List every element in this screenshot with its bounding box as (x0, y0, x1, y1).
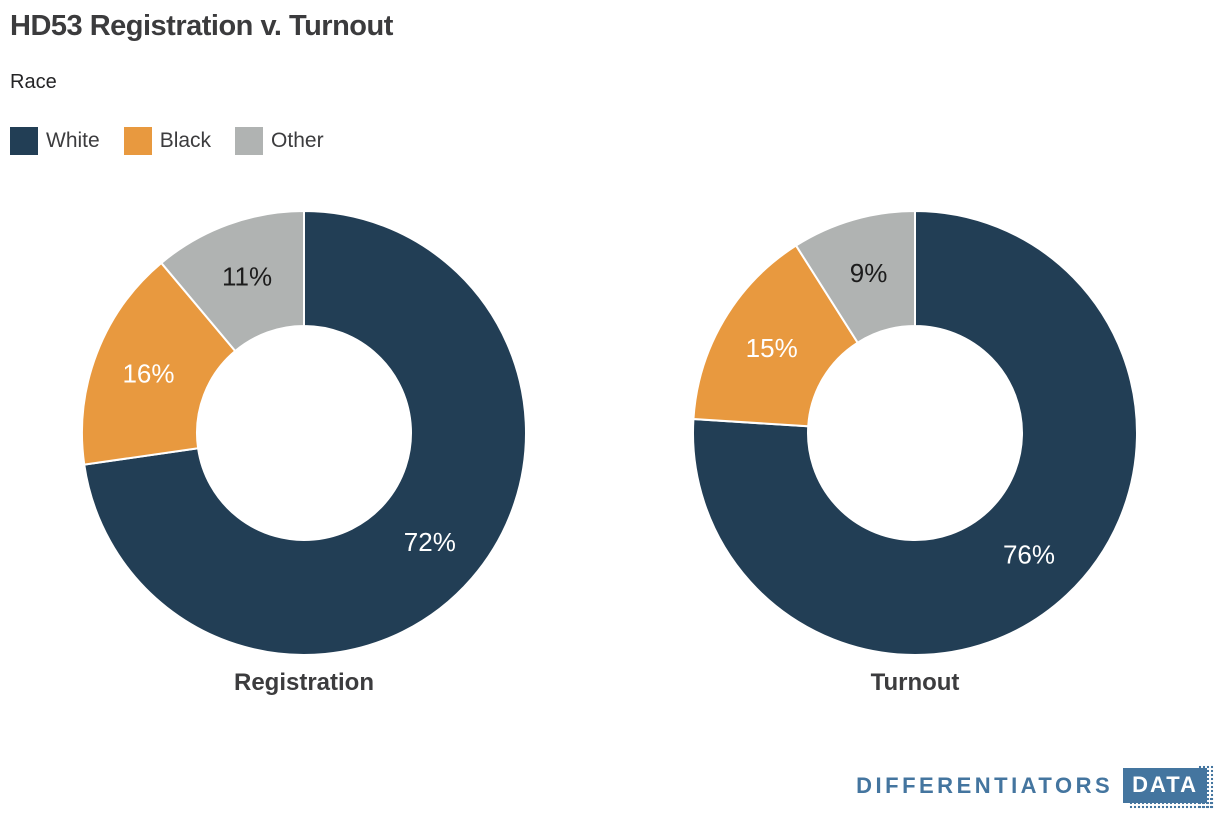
registration-chart-block: 72% 16% 11% Registration (74, 203, 534, 697)
slice-value-label-other: 11% (222, 262, 272, 292)
brand-footer: DIFFERENTIATORS DATA (856, 765, 1214, 809)
turnout-donut-chart: 76% 15% 9% (692, 209, 1138, 656)
legend-label: Other (271, 129, 324, 152)
pie-slice-black (81, 261, 237, 466)
chart-caption-registration: Registration (233, 669, 374, 696)
pie-slice-other (159, 209, 305, 353)
pie-slice-white (692, 209, 1138, 656)
legend-item-white: White (10, 127, 100, 155)
legend: White Black Other (10, 127, 348, 155)
brand-badge-halftone: DATA (1123, 765, 1214, 809)
pie-slice-white (83, 209, 527, 656)
legend-swatch-black (123, 127, 152, 155)
brand-badge: DATA (1123, 768, 1207, 803)
pie-slice-other (794, 209, 916, 345)
slice-value-label-other: 9% (850, 258, 888, 288)
legend-swatch-other (235, 127, 264, 155)
pie-slice-black (692, 244, 860, 428)
registration-donut-chart: 72% 16% 11% (81, 209, 527, 656)
chart-caption-turnout: Turnout (870, 669, 960, 696)
page-subtitle: Race (10, 71, 57, 93)
brand-wordmark: DIFFERENTIATORS (856, 772, 1114, 798)
slice-value-label-white: 72% (404, 527, 456, 557)
legend-swatch-white (10, 127, 38, 155)
legend-item-black: Black (123, 127, 212, 155)
slice-value-label-black: 15% (746, 333, 798, 363)
slice-value-label-black: 16% (122, 359, 174, 389)
page-title: HD53 Registration v. Turnout (10, 10, 393, 42)
turnout-chart-block: 76% 15% 9% Turnout (685, 203, 1145, 697)
legend-item-other: Other (235, 127, 324, 155)
legend-label: Black (159, 129, 212, 152)
legend-label: White (46, 129, 100, 152)
slice-value-label-white: 76% (1003, 539, 1055, 569)
